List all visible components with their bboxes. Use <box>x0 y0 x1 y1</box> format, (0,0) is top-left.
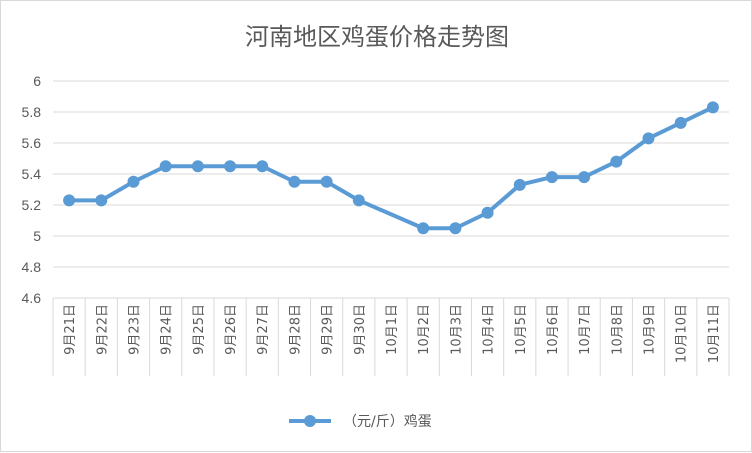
x-tick-label: 9月29日 <box>321 304 336 355</box>
data-point <box>159 160 172 173</box>
x-tick-label: 9月30日 <box>353 304 368 355</box>
y-tick-label: 5.4 <box>22 166 42 182</box>
y-tick-label: 5 <box>33 228 41 244</box>
data-point <box>545 171 558 184</box>
data-point <box>481 206 494 219</box>
data-point <box>417 222 430 235</box>
data-point <box>352 194 365 207</box>
x-tick-label: 9月21日 <box>63 304 78 355</box>
x-tick-label: 10月3日 <box>449 304 464 355</box>
chart-title: 河南地区鸡蛋价格走势图 <box>245 23 509 51</box>
y-tick-label: 4.6 <box>22 290 42 306</box>
legend: （元/斤）鸡蛋 <box>289 413 432 430</box>
legend-label: （元/斤）鸡蛋 <box>343 413 432 430</box>
y-tick-label: 5.2 <box>22 197 42 213</box>
x-tick-label: 9月28日 <box>288 304 303 355</box>
x-tick-label: 10月8日 <box>610 304 625 355</box>
data-point <box>578 171 591 184</box>
data-point <box>256 160 269 173</box>
x-tick-label: 10月9日 <box>643 304 658 355</box>
legend-point-marker <box>304 415 316 427</box>
data-point <box>63 194 76 207</box>
x-tick-label: 10月7日 <box>578 304 593 355</box>
data-point <box>706 101 719 114</box>
x-tick-label: 9月26日 <box>224 304 239 355</box>
x-tick-label: 9月22日 <box>95 304 110 355</box>
data-point <box>513 178 526 191</box>
data-point <box>288 175 301 188</box>
plot-area <box>63 101 719 235</box>
data-point <box>191 160 204 173</box>
x-tick-label: 10月10日 <box>675 304 690 363</box>
data-point <box>127 175 140 188</box>
x-tick-label: 10月2日 <box>417 304 432 355</box>
data-point <box>320 175 333 188</box>
y-tick-label: 4.8 <box>22 259 42 275</box>
x-tick-label: 10月4日 <box>482 304 497 355</box>
x-tick-label: 10月1日 <box>385 304 400 355</box>
x-tick-label: 10月11日 <box>707 304 722 363</box>
y-tick-label: 6 <box>33 73 41 89</box>
data-point <box>224 160 237 173</box>
y-tick-label: 5.8 <box>22 104 42 120</box>
y-axis: 4.6 4.8 5 5.2 5.4 5.6 5.8 6 <box>22 73 42 306</box>
data-point <box>674 116 687 129</box>
data-point <box>610 155 623 168</box>
x-tick-label: 9月24日 <box>160 304 175 355</box>
gridlines <box>53 80 729 299</box>
x-tick-label: 10月5日 <box>514 304 529 355</box>
y-tick-label: 5.6 <box>22 135 42 151</box>
x-tick-label: 9月23日 <box>127 304 142 355</box>
x-tick-label: 9月27日 <box>256 304 271 355</box>
data-point <box>642 132 655 145</box>
data-point <box>95 194 108 207</box>
data-point <box>449 222 462 235</box>
x-tick-label: 9月25日 <box>192 304 207 355</box>
x-tick-label: 10月6日 <box>546 304 561 355</box>
x-axis: 9月21日 9月22日 9月23日 9月24日 9月25日 9月26日 9月27日 9月28日… <box>52 298 730 376</box>
